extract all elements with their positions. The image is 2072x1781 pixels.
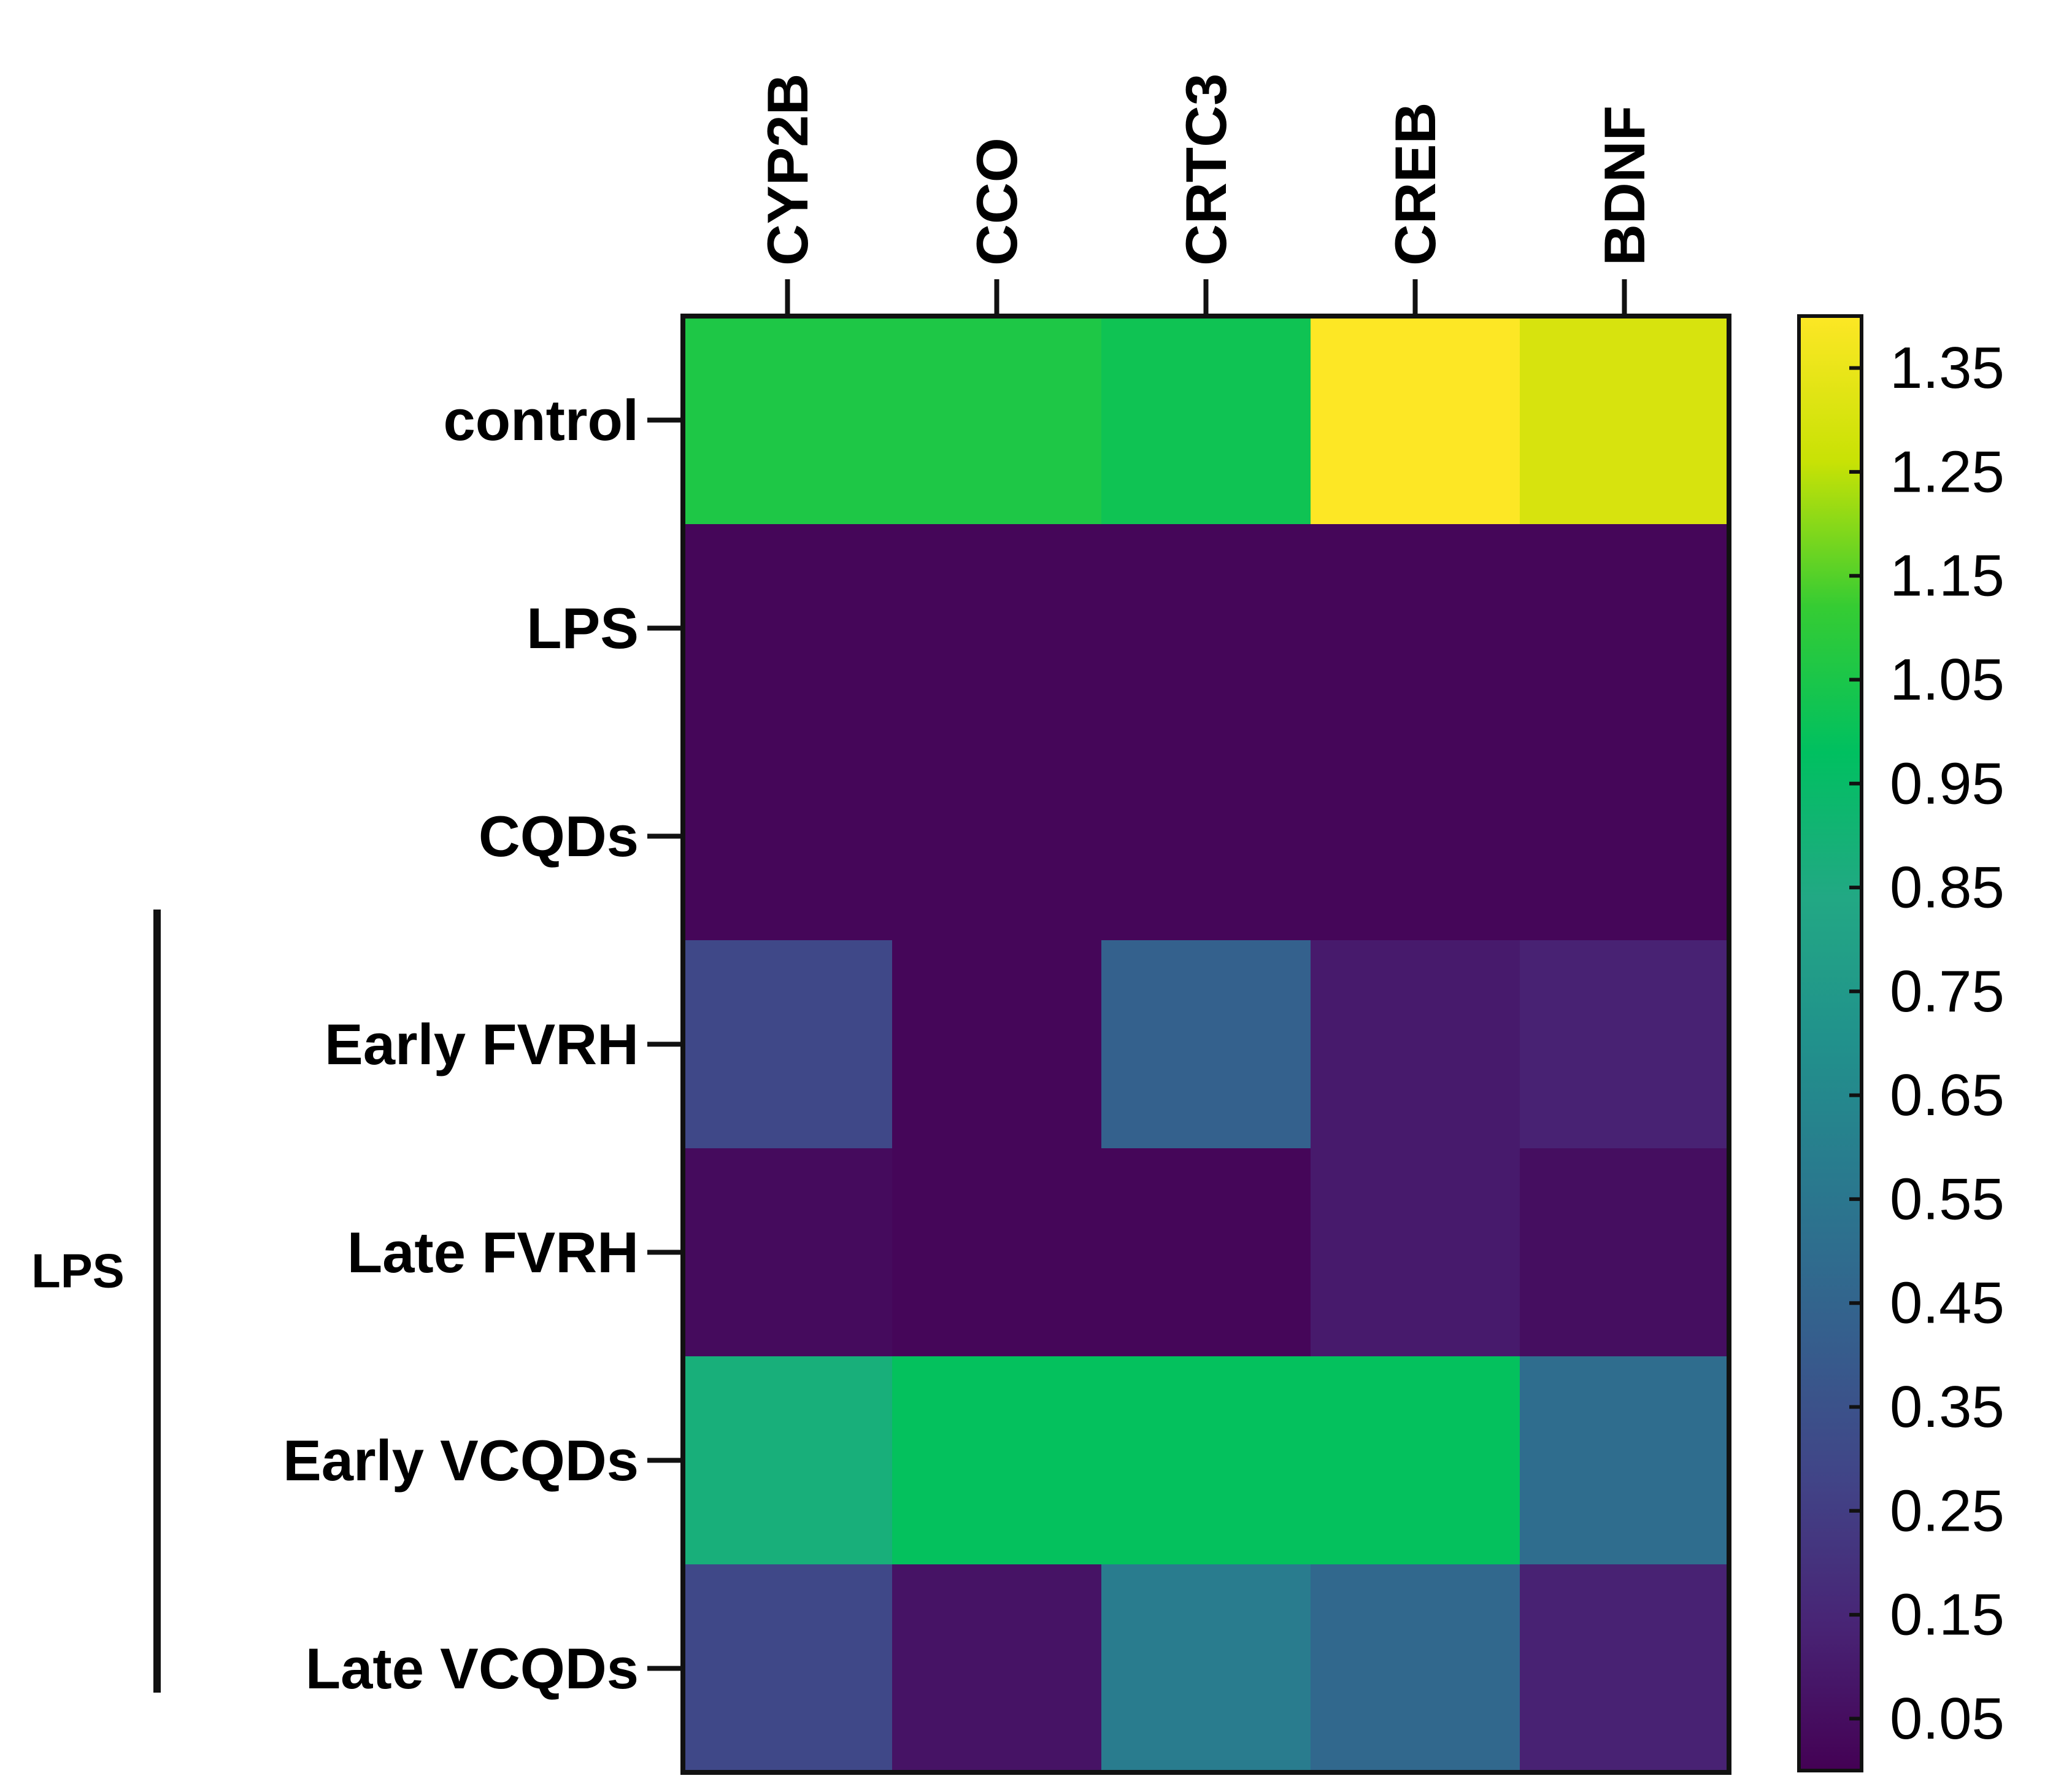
heatmap-cell-late-vcqds-creb [1311, 1564, 1520, 1773]
heatmap-cell-control-creb [1311, 316, 1520, 525]
colorbar-tick-label-0-75: 0.75 [1890, 959, 2005, 1024]
row-label-late-fvrh: Late FVRH [347, 1220, 639, 1285]
heatmap-cell-lps-cco [892, 524, 1102, 733]
row-label-control: control [443, 388, 639, 452]
heatmap-cell-early-vcqds-cyp2b [683, 1356, 893, 1565]
colorbar-tick-label-0-05: 0.05 [1890, 1686, 2005, 1752]
colorbar-tick-label-0-25: 0.25 [1890, 1478, 2005, 1543]
row-label-cqds: CQDs [479, 804, 639, 868]
colorbar-tick-label-0-55: 0.55 [1890, 1166, 2005, 1232]
heatmap-cell-lps-creb [1311, 524, 1520, 733]
heatmap-cell-early-fvrh-creb [1311, 940, 1520, 1149]
heatmap-cell-cqds-creb [1311, 732, 1520, 941]
heatmap-cell-early-fvrh-bdnf [1520, 940, 1730, 1149]
row-label-late-vcqds: Late VCQDs [306, 1636, 639, 1701]
heatmap-cell-lps-bdnf [1520, 524, 1730, 733]
heatmap-cell-late-vcqds-crtc3 [1101, 1564, 1311, 1773]
colorbar-tick-label-0-15: 0.15 [1890, 1582, 2005, 1648]
heatmap-cell-late-vcqds-cco [892, 1564, 1102, 1773]
colorbar-frame [1797, 314, 1863, 1772]
colorbar-tick-label-0-35: 0.35 [1890, 1374, 2005, 1440]
heatmap-cell-late-fvrh-crtc3 [1101, 1148, 1311, 1357]
colorbar-tick-label-1-35: 1.35 [1890, 335, 2005, 401]
column-label-cco: CCO [965, 137, 1029, 266]
heatmap-cell-late-vcqds-cyp2b [683, 1564, 893, 1773]
heatmap-cell-cqds-bdnf [1520, 732, 1730, 941]
heatmap-cell-early-fvrh-cyp2b [683, 940, 893, 1149]
colorbar-tick-label-0-65: 0.65 [1890, 1062, 2005, 1128]
heatmap-cell-late-fvrh-bdnf [1520, 1148, 1730, 1357]
heatmap-cell-early-vcqds-creb [1311, 1356, 1520, 1565]
heatmap-cell-early-vcqds-bdnf [1520, 1356, 1730, 1565]
colorbar-tick-label-1-15: 1.15 [1890, 543, 2005, 609]
heatmap-cell-control-cyp2b [683, 316, 893, 525]
group-label: LPS [31, 1244, 125, 1298]
colorbar-tick-label-0-95: 0.95 [1890, 751, 2005, 816]
heatmap-cell-cqds-crtc3 [1101, 732, 1311, 941]
colorbar-tick-label-0-45: 0.45 [1890, 1270, 2005, 1336]
heatmap-cell-early-fvrh-cco [892, 940, 1102, 1149]
row-label-early-fvrh: Early FVRH [325, 1012, 639, 1076]
heatmap-cell-lps-cyp2b [683, 524, 893, 733]
heatmap-cell-late-fvrh-creb [1311, 1148, 1520, 1357]
colorbar-gradient [1799, 316, 1862, 1771]
heatmap-cell-late-fvrh-cco [892, 1148, 1102, 1357]
heatmap-cell-early-vcqds-crtc3 [1101, 1356, 1311, 1565]
colorbar-tick-label-0-85: 0.85 [1890, 855, 2005, 921]
heatmap-cell-cqds-cyp2b [683, 732, 893, 941]
column-label-cyp2b: CYP2B [755, 74, 820, 266]
heatmap-cell-early-fvrh-crtc3 [1101, 940, 1311, 1149]
heatmap-cell-control-bdnf [1520, 316, 1730, 525]
heatmap-cell-control-crtc3 [1101, 316, 1311, 525]
heatmap-cell-late-fvrh-cyp2b [683, 1148, 893, 1357]
column-label-creb: CREB [1383, 102, 1447, 266]
heatmap-cell-early-vcqds-cco [892, 1356, 1102, 1565]
row-label-early-vcqds: Early VCQDs [283, 1428, 639, 1493]
colorbar-tick-label-1-25: 1.25 [1890, 439, 2005, 504]
heatmap-cell-control-cco [892, 316, 1102, 525]
heatmap-cell-late-vcqds-bdnf [1520, 1564, 1730, 1773]
column-label-crtc3: CRTC3 [1174, 74, 1238, 266]
row-label-lps: LPS [526, 596, 639, 660]
heatmap-cell-cqds-cco [892, 732, 1102, 941]
heatmap-cell-lps-crtc3 [1101, 524, 1311, 733]
column-label-bdnf: BDNF [1592, 106, 1657, 266]
colorbar-tick-label-1-05: 1.05 [1890, 647, 2005, 713]
